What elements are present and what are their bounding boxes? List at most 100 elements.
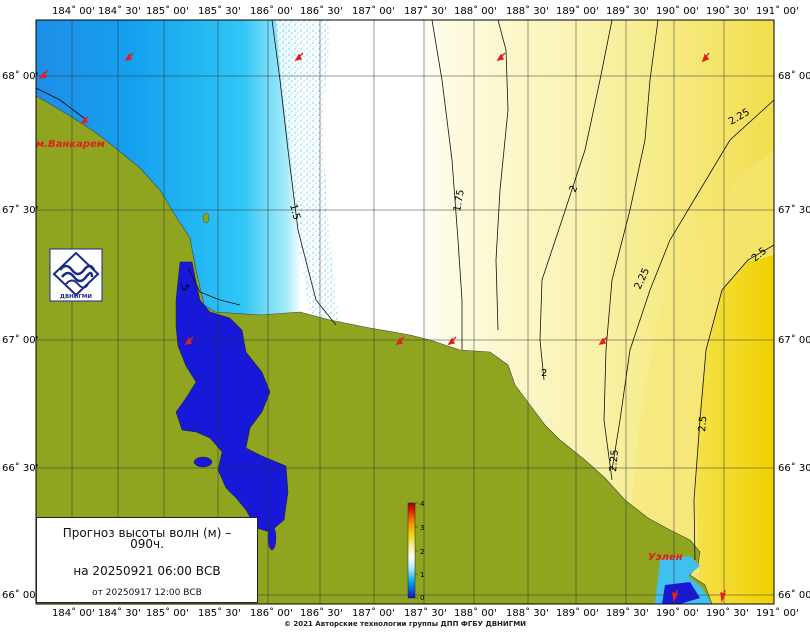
- contour-label: 2.25: [608, 449, 621, 472]
- lon-tick: 185˚ 30': [198, 5, 241, 17]
- lon-tick: 187˚ 00': [352, 607, 395, 619]
- coast-inner-2: [35, 87, 85, 119]
- direction-arrow: [496, 52, 506, 61]
- direction-arrow: [598, 336, 608, 345]
- lon-tick: 184˚ 00': [52, 5, 95, 17]
- direction-arrow: [395, 336, 405, 345]
- forecast-title-hours: 090ч.: [130, 537, 164, 551]
- lat-ticks-right: 68˚ 00' 67˚ 30' 67˚ 00' 66˚ 30' 66˚ 00': [778, 70, 810, 601]
- direction-arrow: [701, 52, 710, 63]
- lat-ticks-left: 68˚ 00' 67˚ 30' 67˚ 00' 66˚ 30' 66˚ 00': [2, 70, 38, 601]
- small-lagoon: [193, 456, 213, 468]
- direction-arrow: [80, 116, 89, 124]
- lon-tick: 186˚ 30': [300, 5, 343, 17]
- lat-tick: 68˚ 00': [778, 70, 810, 82]
- lat-tick: 66˚ 30': [2, 462, 38, 474]
- colorbar-tick: 1: [420, 571, 424, 579]
- lon-tick: 189˚ 30': [606, 607, 649, 619]
- lon-tick: 188˚ 30': [506, 5, 549, 17]
- tiny-lake: [267, 525, 277, 551]
- pale-yellow-zone: [630, 150, 774, 604]
- contour-2-mid: [539, 19, 613, 381]
- lat-tick: 66˚ 00': [2, 589, 38, 601]
- contour-1-75: [431, 19, 463, 350]
- direction-arrow: [672, 589, 679, 603]
- wave-direction-arrows: [38, 52, 727, 603]
- lon-tick: 187˚ 30': [404, 5, 447, 17]
- contour-label: 2: [541, 368, 547, 379]
- contour-label: .5: [177, 280, 191, 293]
- lat-tick: 68˚ 00': [2, 70, 38, 82]
- lon-tick: 184˚ 30': [98, 607, 141, 619]
- forecast-title: Прогноз высоты волн (м) – 090ч.: [37, 526, 257, 551]
- contour-label: 2.5: [697, 415, 709, 432]
- forecast-issue-time: от 20250917 12:00 ВСВ: [92, 588, 202, 598]
- lon-ticks-top: 184˚ 00' 184˚ 30' 185˚ 00' 185˚ 30' 186˚…: [52, 5, 799, 17]
- lon-ticks-bottom: 184˚ 00' 184˚ 30' 185˚ 00' 185˚ 30' 186˚…: [52, 607, 799, 619]
- direction-arrow: [294, 52, 304, 61]
- lon-tick: 185˚ 00': [146, 607, 189, 619]
- logo-wave-2: [61, 271, 94, 283]
- lon-tick: 186˚ 00': [250, 607, 293, 619]
- lon-tick: 189˚ 00': [556, 607, 599, 619]
- lat-tick: 67˚ 00': [778, 334, 810, 346]
- contour-label: 1.75: [452, 189, 467, 213]
- colorbar-tick: 0: [420, 594, 424, 602]
- lon-tick: 189˚ 30': [606, 5, 649, 17]
- lat-tick: 67˚ 30': [2, 204, 38, 216]
- direction-arrow: [38, 69, 49, 79]
- strait-deep: [662, 582, 700, 604]
- lon-tick: 185˚ 30': [198, 607, 241, 619]
- logo-wave-3: [65, 279, 89, 289]
- colorbar-tick: 4: [420, 500, 425, 508]
- direction-arrow: [124, 52, 134, 61]
- dvnigmi-logo: ДВНИГМИ: [49, 248, 103, 302]
- copyright-footer: © 2021 Авторские технологии группы ДПП Ф…: [283, 620, 527, 628]
- map-frame: [35, 19, 775, 605]
- colorbar: 4 3 2 1 0: [407, 500, 425, 602]
- forecast-valid-time: на 20250921 06:00 ВСВ: [73, 564, 221, 578]
- place-label-vankarem: м.Ванкарем: [36, 139, 105, 150]
- lon-tick: 190˚ 00': [656, 5, 699, 17]
- lon-tick: 187˚ 30': [404, 607, 447, 619]
- speckled-zone: [276, 20, 340, 330]
- forecast-title-box: Прогноз высоты волн (м) – 090ч. на 20250…: [36, 517, 258, 603]
- lon-tick: 187˚ 00': [352, 5, 395, 17]
- lon-tick: 186˚ 30': [300, 607, 343, 619]
- colorbar-gradient: [407, 502, 416, 599]
- lat-tick: 66˚ 00': [778, 589, 810, 601]
- colorbar-tick: 3: [420, 524, 424, 532]
- lon-tick: 184˚ 00': [52, 607, 95, 619]
- lon-tick: 189˚ 00': [556, 5, 599, 17]
- contour-2-25-a: [603, 19, 659, 481]
- lon-tick: 188˚ 30': [506, 607, 549, 619]
- lon-tick: 184˚ 30': [98, 5, 141, 17]
- contour-2-25-b: [611, 99, 775, 471]
- contour-label: 1.5: [287, 203, 302, 221]
- islet: [202, 212, 210, 224]
- logo-wave-1: [59, 264, 96, 276]
- lon-tick: 190˚ 00': [656, 607, 699, 619]
- lat-tick: 67˚ 30': [778, 204, 810, 216]
- direction-arrow: [447, 336, 457, 345]
- direction-arrow: [184, 336, 194, 345]
- forecast-title-line: Прогноз высоты волн (м) –: [62, 526, 232, 540]
- contour-label: 2: [568, 184, 581, 194]
- contour-lines: [35, 19, 775, 561]
- place-label-uelen: Уэлен: [648, 552, 683, 563]
- contour-2-west: [495, 19, 509, 331]
- lon-tick: 185˚ 00': [146, 5, 189, 17]
- contour-2-5: [693, 244, 775, 561]
- lon-tick: 186˚ 00': [250, 5, 293, 17]
- map-area: 1.5 1.75 2 2 2.25 2.25 2.25 2.5 2.5 .5: [35, 19, 775, 605]
- lat-tick: 66˚ 30': [778, 462, 810, 474]
- lon-tick: 188˚ 00': [454, 5, 497, 17]
- contour-1-5: [271, 19, 337, 326]
- lat-tick: 67˚ 00': [2, 334, 38, 346]
- lon-tick: 191˚ 00': [756, 5, 799, 17]
- coast-inner-1: [187, 267, 241, 306]
- lon-tick: 190˚ 30': [706, 5, 749, 17]
- gold-zone: [696, 255, 774, 604]
- lon-tick: 190˚ 30': [706, 607, 749, 619]
